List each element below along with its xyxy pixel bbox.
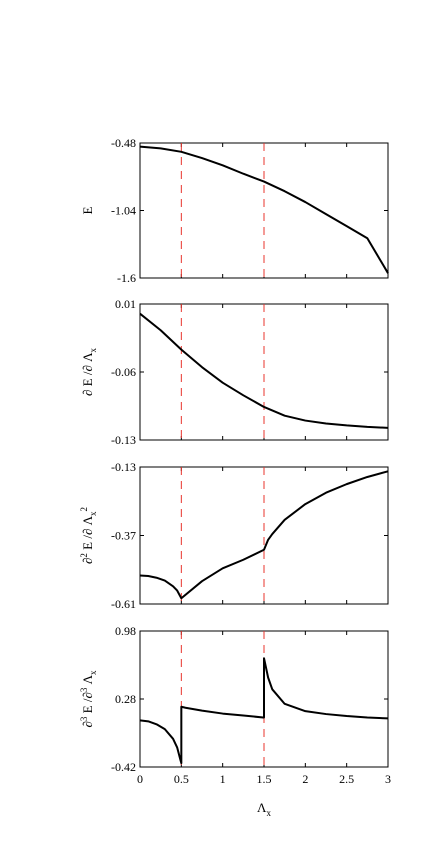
series-line bbox=[139, 657, 389, 765]
x-tick-label: 3 bbox=[385, 772, 391, 786]
subplot-4: 0.98 0.28 -0.42 ∂3​ E /∂3​ Λx​ bbox=[79, 624, 389, 774]
y-tick-label: -0.61 bbox=[111, 597, 136, 611]
y-tick-label: -1.04 bbox=[111, 204, 136, 218]
subplot-stack: -0.48 -1.04 -1.6 E 0.01 -0.06 -0.13 ∂ E /∂ Λx​ -… bbox=[79, 136, 389, 774]
y-tick-label: -0.13 bbox=[111, 433, 136, 447]
y-tick-label: -0.13 bbox=[111, 460, 136, 474]
x-tick-label: 2 bbox=[302, 772, 308, 786]
series-line bbox=[139, 470, 389, 600]
x-tick-label: 0 bbox=[137, 772, 143, 786]
subplot-1: -0.48 -1.04 -1.6 E bbox=[80, 136, 389, 285]
shared-x-axis: 0 0.5 1 1.5 2 2.5 3 Λx bbox=[137, 772, 391, 818]
y-tick-label: -0.48 bbox=[111, 136, 136, 150]
y-axis-label: E bbox=[80, 206, 95, 214]
y-axis-label: ∂2​ E /∂ Λx​2​ bbox=[79, 507, 98, 564]
x-tick-label: 1 bbox=[220, 772, 226, 786]
x-tick-label: 2.5 bbox=[339, 772, 354, 786]
y-axis-label: ∂ E /∂ Λx​ bbox=[80, 347, 98, 396]
series-line bbox=[139, 145, 389, 274]
x-axis-label: Λx bbox=[257, 800, 271, 818]
x-tick-label: 1.5 bbox=[257, 772, 272, 786]
y-tick-label: -0.37 bbox=[111, 529, 136, 543]
y-tick-label: 0.28 bbox=[115, 692, 136, 706]
series-line bbox=[139, 312, 389, 429]
y-tick-label: -1.6 bbox=[117, 271, 136, 285]
subplot-3: -0.13 -0.37 -0.61 ∂2​ E /∂ Λx​2​ bbox=[79, 460, 389, 611]
y-tick-label: 0.01 bbox=[115, 297, 136, 311]
subplot-2: 0.01 -0.06 -0.13 ∂ E /∂ Λx​ bbox=[80, 297, 389, 447]
y-tick-label: -0.42 bbox=[111, 760, 136, 774]
y-tick-label: 0.98 bbox=[115, 624, 136, 638]
y-axis-label: ∂3​ E /∂3​ Λx​ bbox=[79, 670, 98, 728]
y-tick-label: -0.06 bbox=[111, 365, 136, 379]
x-tick-label: 0.5 bbox=[174, 772, 189, 786]
